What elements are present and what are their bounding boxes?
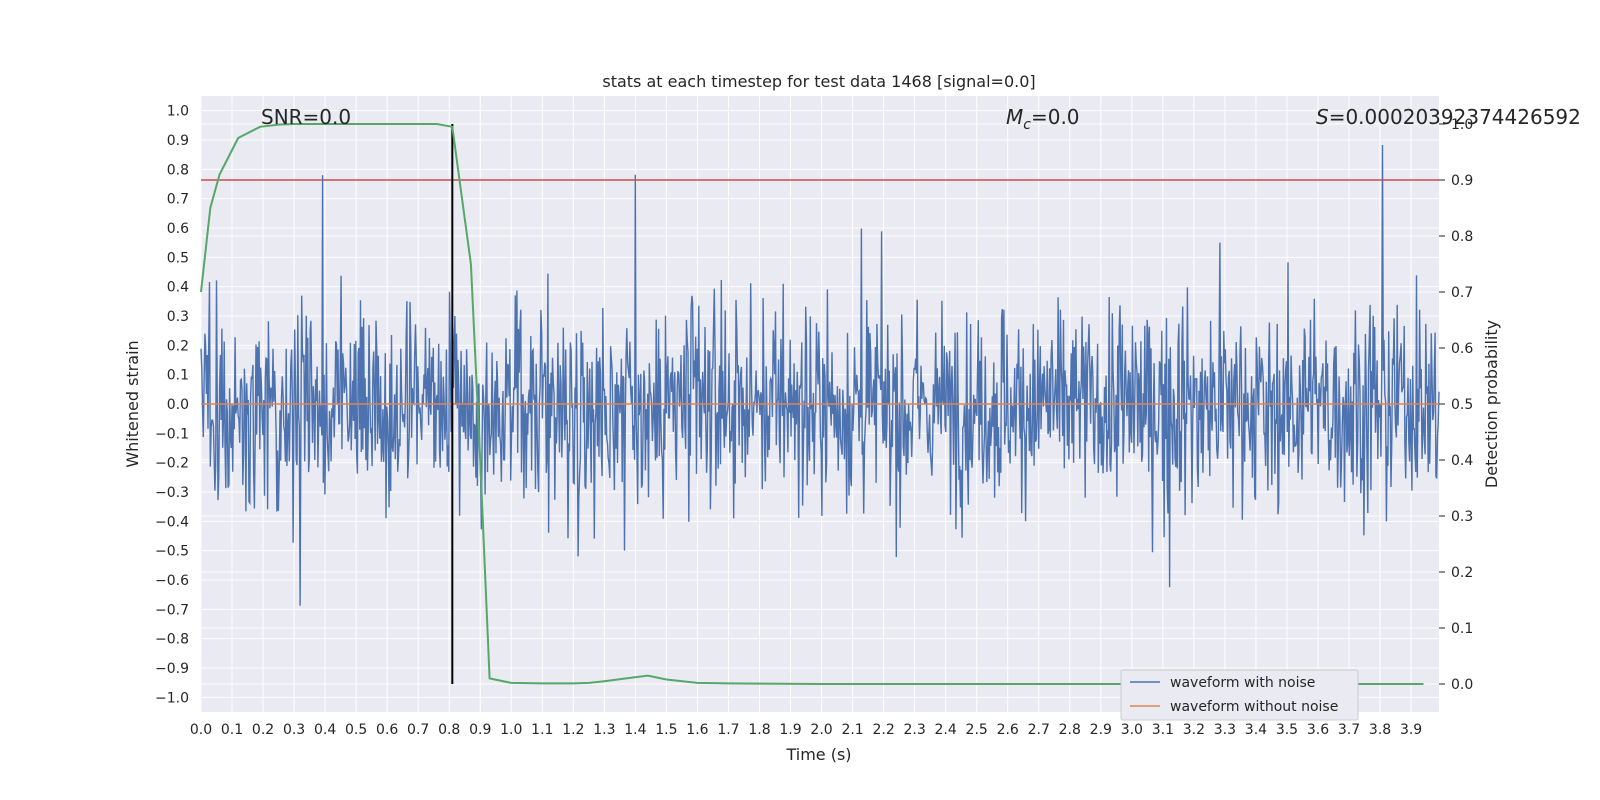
s-symbol: S: [1316, 105, 1329, 129]
x-tick-label: 3.6: [1307, 722, 1329, 738]
series-waveform-with-noise: [200, 144, 1440, 606]
x-tick-label: 1.1: [531, 722, 553, 738]
x-tick-label: 2.1: [841, 722, 863, 738]
y-tick-label: −1.0: [155, 690, 189, 706]
y2-tick-label: 1.0: [1451, 117, 1473, 133]
x-tick-label: 2.0: [810, 722, 832, 738]
x-tick-label: 3.2: [1183, 722, 1205, 738]
y2-axis-label: Detection probability: [1482, 320, 1501, 488]
mc-subscript: c: [1023, 117, 1031, 133]
x-tick-label: 3.3: [1214, 722, 1236, 738]
y-tick-label: −0.2: [155, 456, 189, 472]
y2-tick-label: 0.0: [1451, 677, 1473, 693]
y-tick-label: 0.3: [167, 309, 189, 325]
x-tick-label: 1.6: [686, 722, 708, 738]
y2-tick-label: 0.9: [1451, 173, 1473, 189]
x-tick-label: 0.3: [283, 722, 305, 738]
y-tick-label: 0.1: [167, 368, 189, 384]
x-tick-label: 3.7: [1338, 722, 1360, 738]
y-tick-label: 0.4: [167, 280, 189, 296]
annotation-mc: Mc=0.0: [1006, 105, 1080, 133]
y2-tick-label: 0.4: [1451, 453, 1473, 469]
y-tick-label: 0.6: [167, 221, 189, 237]
x-tick-label: 1.8: [748, 722, 770, 738]
x-tick-label: 2.7: [1028, 722, 1050, 738]
y-tick-label: −0.5: [155, 544, 189, 560]
annotation-s: S=0.00020392374426592: [1316, 105, 1581, 129]
x-tick-label: 3.1: [1152, 722, 1174, 738]
x-tick-label: 2.6: [997, 722, 1019, 738]
series-detection-probability: [200, 123, 1424, 685]
y2-tick-label: 0.2: [1451, 565, 1473, 581]
s-value: =0.00020392374426592: [1329, 105, 1581, 129]
x-tick-label: 0.8: [438, 722, 460, 738]
x-tick-label: 2.9: [1090, 722, 1112, 738]
x-tick-label: 1.2: [562, 722, 584, 738]
y2-tick-labels: 1.0 0.9 0.8 0.7 0.6 0.5 0.4 0.3 0.2 0.1 0.0: [1439, 117, 1473, 693]
x-tick-label: 0.9: [469, 722, 491, 738]
y-tick-label: −0.1: [155, 426, 189, 442]
x-tick-label: 0.5: [345, 722, 367, 738]
y-tick-label: 0.7: [167, 192, 189, 208]
chart-title: stats at each timestep for test data 146…: [602, 72, 1035, 91]
x-tick-label: 2.3: [904, 722, 926, 738]
y2-tick-label: 0.6: [1451, 341, 1473, 357]
y-axis-label: Whitened strain: [123, 340, 142, 467]
y2-tick-label: 0.3: [1451, 509, 1473, 525]
x-tick-label: 2.4: [935, 722, 957, 738]
mc-value: =0.0: [1031, 105, 1080, 129]
x-tick-label: 2.2: [872, 722, 894, 738]
noise-line: [200, 144, 1440, 606]
y-tick-label: −0.9: [155, 661, 189, 677]
legend-label-clean: waveform without noise: [1170, 699, 1338, 715]
y-tick-label: 0.9: [167, 133, 189, 149]
x-tick-labels: 0.0 0.1 0.2 0.3 0.4 0.5 0.6 0.7 0.8 0.9 1.0 1.1 1.2 1…: [190, 722, 1422, 738]
y-tick-label: −0.7: [155, 602, 189, 618]
x-tick-label: 0.2: [252, 722, 274, 738]
x-tick-label: 3.9: [1400, 722, 1422, 738]
y-tick-label: 0.5: [167, 250, 189, 266]
y-tick-label: 0.2: [167, 338, 189, 354]
x-tick-label: 1.4: [624, 722, 646, 738]
legend: waveform with noise waveform without noi…: [1120, 669, 1359, 721]
x-tick-label: 1.9: [779, 722, 801, 738]
x-tick-label: 3.4: [1245, 722, 1267, 738]
x-tick-label: 1.5: [655, 722, 677, 738]
probability-line: [200, 123, 1424, 685]
y-tick-label: −0.4: [155, 514, 189, 530]
mc-symbol: M: [1006, 105, 1023, 129]
x-tick-label: 0.1: [221, 722, 243, 738]
x-tick-label: 0.6: [376, 722, 398, 738]
y-tick-labels: 1.0 0.9 0.8 0.7 0.6 0.5 0.4 0.3 0.2 0.1 0.0 −0.1 −0.…: [155, 104, 189, 707]
x-tick-label: 1.7: [717, 722, 739, 738]
x-tick-label: 3.8: [1369, 722, 1391, 738]
x-tick-label: 3.0: [1121, 722, 1143, 738]
y-tick-label: 0.0: [167, 397, 189, 413]
legend-box: [1120, 669, 1359, 721]
overlays: [201, 124, 1439, 684]
x-tick-label: 0.7: [407, 722, 429, 738]
x-tick-label: 1.0: [500, 722, 522, 738]
y2-tick-label: 0.1: [1451, 621, 1473, 637]
x-axis-label: Time (s): [785, 745, 851, 764]
y2-tick-label: 0.5: [1451, 397, 1473, 413]
x-tick-label: 0.0: [190, 722, 212, 738]
y-tick-label: −0.3: [155, 485, 189, 501]
x-tick-label: 3.5: [1276, 722, 1298, 738]
x-tick-label: 0.4: [314, 722, 336, 738]
x-tick-label: 1.3: [593, 722, 615, 738]
y-tick-label: −0.8: [155, 632, 189, 648]
y2-tick-label: 0.8: [1451, 229, 1473, 245]
y-tick-label: 1.0: [167, 104, 189, 120]
y-tick-label: 0.8: [167, 162, 189, 178]
x-tick-label: 2.8: [1059, 722, 1081, 738]
x-tick-label: 2.5: [966, 722, 988, 738]
annotation-snr: SNR=0.0: [261, 105, 351, 129]
legend-label-noise: waveform with noise: [1170, 675, 1315, 691]
y2-tick-label: 0.7: [1451, 285, 1473, 301]
y-tick-label: −0.6: [155, 573, 189, 589]
